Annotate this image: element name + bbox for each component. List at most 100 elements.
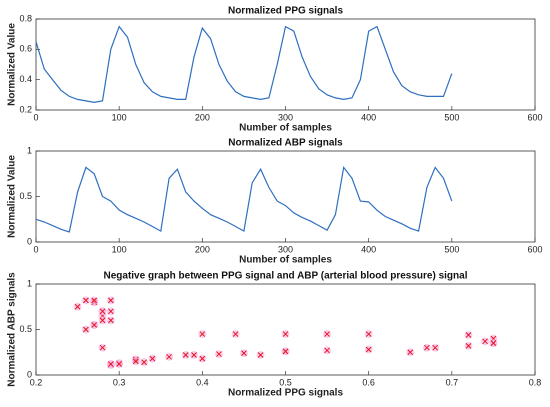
x-axis-label: Normalized PPG signals	[228, 388, 343, 399]
y-tick-label: 1	[27, 145, 32, 155]
point-cross	[107, 297, 114, 304]
scatter-point	[106, 296, 115, 305]
x-tick-label: 500	[444, 244, 459, 254]
point-cross	[490, 340, 497, 347]
scatter-point	[98, 307, 107, 316]
point-cross	[241, 350, 247, 357]
point-cross	[107, 308, 114, 315]
chart-title: Normalized PPG signals	[228, 6, 343, 17]
y-tick-label: 0.6	[19, 44, 32, 54]
axes-box	[35, 18, 536, 111]
y-axis-label: Normalized Value	[7, 23, 18, 106]
point-cross	[365, 346, 372, 353]
x-tick-label: 0.8	[529, 377, 542, 387]
point-cross	[91, 297, 98, 304]
scatter-point	[90, 296, 99, 305]
y-tick-label: 0	[27, 369, 32, 379]
scatter-point	[81, 325, 90, 334]
x-tick-label: 600	[527, 244, 542, 254]
point-cross	[74, 303, 81, 310]
scatter-point	[106, 307, 115, 316]
point-cross	[107, 317, 114, 324]
point-cross	[83, 297, 89, 304]
point-cross	[482, 338, 488, 345]
point-cross	[166, 353, 172, 360]
scatter-point	[281, 330, 290, 339]
scatter-point	[406, 348, 415, 357]
point-cross	[149, 355, 156, 362]
point-cross	[182, 352, 189, 358]
scatter-point	[464, 341, 473, 350]
x-axis-label: Number of samples	[239, 255, 332, 266]
x-tick-label: 0.7	[446, 377, 459, 387]
signal-line	[35, 25, 453, 104]
point-cross	[257, 352, 264, 358]
x-tick-label: 0.3	[113, 377, 126, 387]
scatter-point	[256, 350, 265, 359]
point-cross	[83, 326, 89, 333]
y-tick-label: 0	[27, 236, 32, 246]
scatter-point	[214, 350, 223, 359]
x-tick-label: 500	[444, 112, 459, 122]
scatter-point	[481, 337, 490, 346]
y-axis-label: Normalized ABP signals	[7, 272, 18, 387]
point-cross	[141, 359, 147, 366]
scatter-point	[140, 358, 149, 367]
x-tick-label: 100	[112, 244, 127, 254]
point-cross	[282, 348, 289, 355]
point-cross	[191, 352, 197, 358]
y-tick-label: 0.8	[19, 13, 32, 23]
chart-title: Normalized ABP signals	[228, 138, 343, 149]
point-cross	[99, 308, 106, 315]
scatter-point	[422, 343, 431, 352]
scatter-point	[323, 346, 332, 355]
x-tick-label: 600	[527, 112, 542, 122]
point-cross	[432, 344, 439, 351]
scatter-point	[464, 330, 473, 339]
x-tick-label: 0.5	[279, 377, 292, 387]
scatter-point	[148, 354, 157, 363]
point-cross	[132, 358, 139, 365]
point-cross	[465, 332, 472, 338]
point-cross	[324, 347, 330, 354]
scatter-point	[198, 354, 207, 363]
scatter-point	[198, 330, 207, 339]
scatter-point	[106, 316, 115, 325]
point-cross	[116, 361, 123, 367]
point-cross	[99, 344, 106, 351]
scatter-point	[106, 360, 115, 369]
point-cross	[232, 331, 239, 337]
point-cross	[199, 355, 206, 362]
scatter-point	[323, 330, 332, 339]
scatter-point	[231, 330, 240, 339]
point-cross	[216, 351, 222, 357]
point-cross	[107, 361, 114, 367]
y-tick-label: 0.2	[19, 104, 32, 114]
scatter-point	[190, 350, 199, 359]
point-cross	[282, 331, 289, 337]
scatter-point	[81, 296, 90, 305]
x-tick-label: 300	[278, 244, 293, 254]
point-cross	[424, 344, 430, 351]
axes-box	[35, 150, 536, 243]
scatter-point	[165, 352, 174, 361]
scatter-point	[281, 347, 290, 356]
point-cross	[407, 349, 414, 356]
x-tick-label: 300	[278, 112, 293, 122]
scatter-point	[98, 316, 107, 325]
x-tick-label: 100	[112, 112, 127, 122]
x-tick-label: 400	[361, 244, 376, 254]
y-tick-label: 1	[27, 278, 32, 288]
point-cross	[365, 331, 372, 337]
scatter-point	[131, 357, 140, 366]
scatter-point	[489, 339, 498, 348]
scatter-point	[90, 320, 99, 329]
chart-title: Negative graph between PPG signal and AB…	[104, 271, 468, 282]
point-cross	[99, 317, 106, 324]
signal-line	[35, 165, 453, 233]
x-tick-label: 0	[33, 244, 38, 254]
axes-box	[35, 283, 536, 376]
x-tick-label: 200	[195, 112, 210, 122]
scatter-point	[98, 343, 107, 352]
